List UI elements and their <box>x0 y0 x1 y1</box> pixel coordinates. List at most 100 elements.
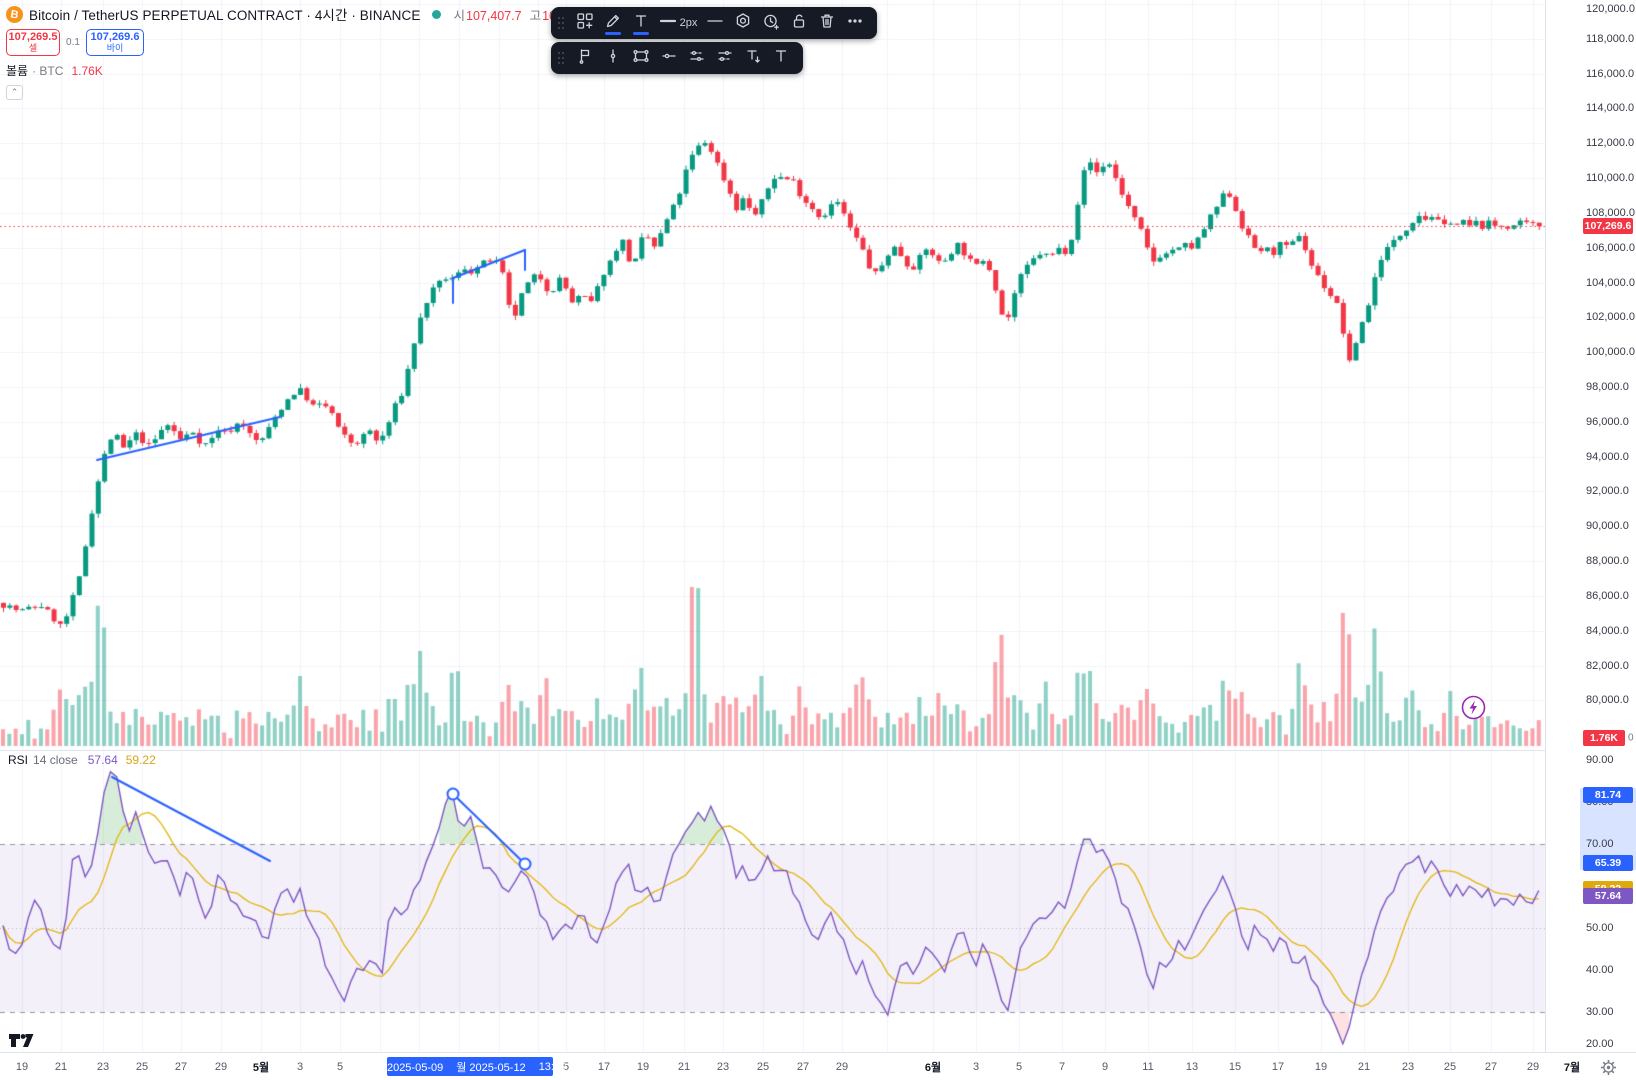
line-style-button[interactable] <box>702 10 728 36</box>
tradingview-logo[interactable] <box>8 1031 35 1053</box>
price-tick-label: 90,000.0 <box>1586 520 1629 533</box>
pane-separator[interactable] <box>0 750 1636 751</box>
more-button[interactable] <box>842 10 868 36</box>
ray-button[interactable] <box>656 45 682 71</box>
price-tick-label: 98,000.0 <box>1586 381 1629 393</box>
extend-left-button[interactable] <box>684 45 710 71</box>
vertical-line-button[interactable] <box>600 45 626 71</box>
time-tick-label: 27 <box>174 1060 188 1073</box>
ohlc-field-label: 시 <box>453 8 465 23</box>
time-tick-label: 7월 <box>1563 1061 1581 1074</box>
more-icon <box>846 12 864 35</box>
rectangle-icon <box>632 47 650 70</box>
price-tick-label: 104,000.0 <box>1586 276 1635 289</box>
price-tick-label: 106,000.0 <box>1586 241 1635 254</box>
rsi-tick-label: 50.00 <box>1586 922 1614 934</box>
time-tick-label: 19 <box>1314 1060 1328 1073</box>
alert-clock-icon <box>762 12 780 35</box>
pencil-button[interactable] <box>600 10 626 36</box>
volume-axis-label: 1.76K <box>1583 730 1625 746</box>
gear-icon <box>1601 1060 1616 1075</box>
ohlc-item: 시107,407.7 <box>453 5 521 24</box>
line-width-icon <box>659 12 677 35</box>
trash-button[interactable] <box>814 10 840 36</box>
drawing-toolbar-main[interactable]: 2px <box>551 7 877 39</box>
volume-ticker: · BTC <box>32 63 64 78</box>
price-tick-label: 112,000.0 <box>1586 137 1635 150</box>
sell-button[interactable]: 107,269.5 셀 <box>6 29 60 56</box>
volume-indicator-label[interactable]: 볼륨 <box>6 64 29 78</box>
time-tick-label: 27 <box>796 1060 810 1073</box>
time-tick-label: 17 <box>597 1060 611 1073</box>
price-tick-label: 96,000.0 <box>1586 415 1629 428</box>
drawing-toolbar-line-options[interactable] <box>551 42 803 74</box>
price-tick-label: 120,000.0 <box>1586 3 1635 15</box>
time-tick-label: 23 <box>1401 1060 1415 1073</box>
buy-label: 바이 <box>106 42 124 53</box>
extend-right-icon <box>716 47 734 70</box>
rsi-indicator-label: RSI <box>8 753 29 767</box>
time-tick-label: 3 <box>296 1060 304 1073</box>
drag-handle-icon[interactable] <box>557 49 567 67</box>
rsi-value-label: 65.39 <box>1583 855 1633 872</box>
alert-clock-button[interactable] <box>758 10 784 36</box>
settings-button[interactable] <box>730 10 756 36</box>
text-color-icon <box>632 12 650 35</box>
sell-price: 107,269.5 <box>8 31 58 43</box>
drag-handle-icon[interactable] <box>557 14 567 32</box>
buy-button[interactable]: 107,269.6 바이 <box>86 29 144 56</box>
time-tick-label: 5 <box>562 1060 570 1073</box>
line-width-value: 2px <box>679 17 698 29</box>
time-axis-settings-button[interactable] <box>1600 1059 1617 1076</box>
rsi-value-label: 81.74 <box>1583 786 1633 803</box>
extend-right-button[interactable] <box>712 45 738 71</box>
rsi-tick-label: 20.00 <box>1586 1038 1614 1050</box>
ohlc-field-value: 107,407.7 <box>466 8 522 23</box>
time-tick-label: 21 <box>54 1060 68 1073</box>
price-tick-label: 86,000.0 <box>1586 589 1629 602</box>
price-tick-label: 114,000.0 <box>1586 102 1635 115</box>
price-tick-label: 84,000.0 <box>1586 624 1629 637</box>
drawing-time-range[interactable]: 금 2025-05-09 월 2025-05-12 13:00 <box>374 1057 566 1076</box>
lock-open-button[interactable] <box>786 10 812 36</box>
time-tick-label: 23 <box>96 1060 110 1073</box>
symbol-title[interactable]: Bitcoin / TetherUS PERPETUAL CONTRACT · … <box>29 8 421 23</box>
line-width-button[interactable]: 2px <box>656 10 700 36</box>
rsi-tick-label: 40.00 <box>1586 964 1614 976</box>
price-tick-label: 102,000.0 <box>1586 311 1635 324</box>
active-color-underline <box>605 32 621 35</box>
time-tick-label: 17 <box>1271 1060 1285 1073</box>
extend-left-icon <box>688 47 706 70</box>
buy-price: 107,269.6 <box>90 31 140 43</box>
time-tick-label: 15 <box>1228 1060 1242 1073</box>
price-tick-label: 80,000.0 <box>1586 694 1629 707</box>
time-tick-label: 29 <box>1526 1060 1540 1073</box>
market-status-dot <box>432 9 442 19</box>
price-axis[interactable]: 120,000.0 118,000.0 116,000.0 114,000.0 112,… <box>1546 0 1636 1052</box>
rsi-value: 57.64 <box>87 753 118 767</box>
rsi-legend[interactable]: RSI 14 close 57.64 59.22 <box>8 753 156 767</box>
rsi-tick-label: 30.00 <box>1586 1006 1614 1018</box>
time-tick-label: 25 <box>135 1060 149 1073</box>
rsi-params: 14 close <box>33 753 78 767</box>
price-tick-label: 100,000.0 <box>1586 346 1635 359</box>
price-tick-label: 118,000.0 <box>1586 32 1635 45</box>
quick-trade-button[interactable] <box>1461 695 1486 720</box>
rectangle-button[interactable] <box>628 45 654 71</box>
text-icon <box>772 47 790 70</box>
template-button[interactable] <box>572 10 598 36</box>
anchored-text-button[interactable] <box>740 45 766 71</box>
ray-icon <box>660 47 678 70</box>
time-tick-label: 25 <box>756 1060 770 1073</box>
text-color-button[interactable] <box>628 10 654 36</box>
text-button[interactable] <box>768 45 794 71</box>
rsi-tick-label: 70.00 <box>1586 838 1614 850</box>
price-note-button[interactable] <box>572 45 598 71</box>
price-tick-label: 108,000.0 <box>1586 206 1635 219</box>
ohlc-field-label: 고 <box>529 8 542 23</box>
time-tick-label: 6월 <box>924 1061 942 1074</box>
collapse-pane-button[interactable]: ⌃ <box>6 85 23 100</box>
time-axis[interactable]: 19 21 23 25 27 29 5월 3 5 5 17 19 21 23 25 27 29 6월 3 5 7 9 11 1… <box>0 1053 1636 1080</box>
pencil-icon <box>604 12 622 35</box>
